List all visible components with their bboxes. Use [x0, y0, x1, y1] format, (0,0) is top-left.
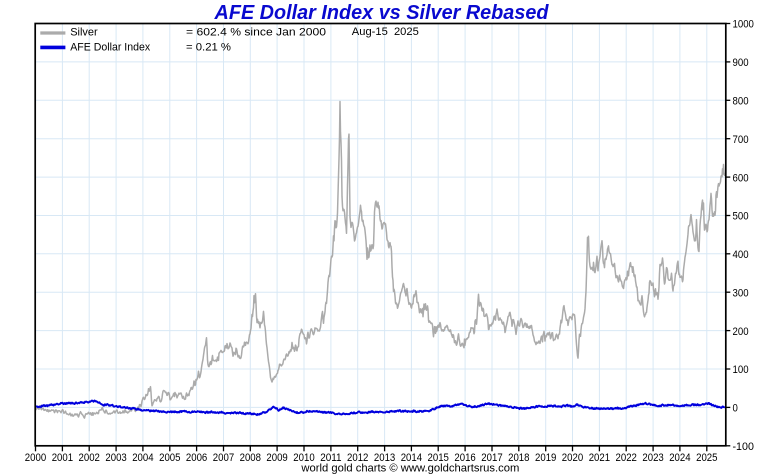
svg-text:2019: 2019 — [535, 452, 556, 464]
svg-text:2011: 2011 — [320, 452, 341, 464]
svg-text:2003: 2003 — [105, 452, 126, 464]
svg-text:AFE Dollar Index vs Silver Reb: AFE Dollar Index vs Silver Rebased — [214, 1, 549, 24]
svg-text:2002: 2002 — [79, 452, 100, 464]
svg-text:2010: 2010 — [293, 452, 314, 464]
svg-text:2021: 2021 — [589, 452, 610, 464]
svg-text:= 0.21 %: = 0.21 % — [186, 41, 231, 53]
svg-text:Aug-15 2025: Aug-15 2025 — [352, 26, 419, 38]
svg-text:600: 600 — [733, 172, 749, 184]
svg-text:2000: 2000 — [25, 452, 46, 464]
svg-text:800: 800 — [733, 96, 749, 108]
svg-text:= 602.4 % since Jan 2000: = 602.4 % since Jan 2000 — [186, 27, 326, 39]
svg-text:100: 100 — [733, 364, 749, 376]
svg-text:2001: 2001 — [52, 452, 73, 464]
svg-text:2006: 2006 — [186, 452, 207, 464]
svg-text:2009: 2009 — [266, 452, 287, 464]
svg-text:2022: 2022 — [616, 452, 637, 464]
svg-text:-100: -100 — [733, 441, 754, 453]
svg-text:2004: 2004 — [132, 452, 153, 464]
svg-text:300: 300 — [733, 287, 749, 299]
svg-text:2005: 2005 — [159, 452, 180, 464]
svg-text:AFE Dollar Index: AFE Dollar Index — [70, 41, 150, 53]
svg-text:world gold charts © www.goldch: world gold charts © www.goldchartsrus.co… — [300, 463, 519, 475]
svg-text:2008: 2008 — [240, 452, 261, 464]
svg-text:400: 400 — [733, 249, 749, 261]
svg-text:2025: 2025 — [696, 452, 717, 464]
svg-text:2017: 2017 — [481, 452, 502, 464]
svg-text:2018: 2018 — [508, 452, 529, 464]
svg-text:2007: 2007 — [213, 452, 234, 464]
svg-text:Silver: Silver — [70, 27, 98, 39]
svg-text:700: 700 — [733, 134, 749, 146]
svg-text:0: 0 — [733, 403, 738, 415]
svg-text:1000: 1000 — [733, 19, 754, 31]
svg-text:200: 200 — [733, 326, 749, 338]
svg-text:2016: 2016 — [454, 452, 475, 464]
svg-text:900: 900 — [733, 57, 749, 69]
svg-text:500: 500 — [733, 211, 749, 223]
svg-text:2015: 2015 — [428, 452, 449, 464]
svg-text:2023: 2023 — [642, 452, 663, 464]
svg-text:2024: 2024 — [669, 452, 690, 464]
svg-text:2014: 2014 — [401, 452, 422, 464]
svg-text:2020: 2020 — [562, 452, 583, 464]
svg-text:2013: 2013 — [374, 452, 395, 464]
svg-text:2012: 2012 — [347, 452, 368, 464]
